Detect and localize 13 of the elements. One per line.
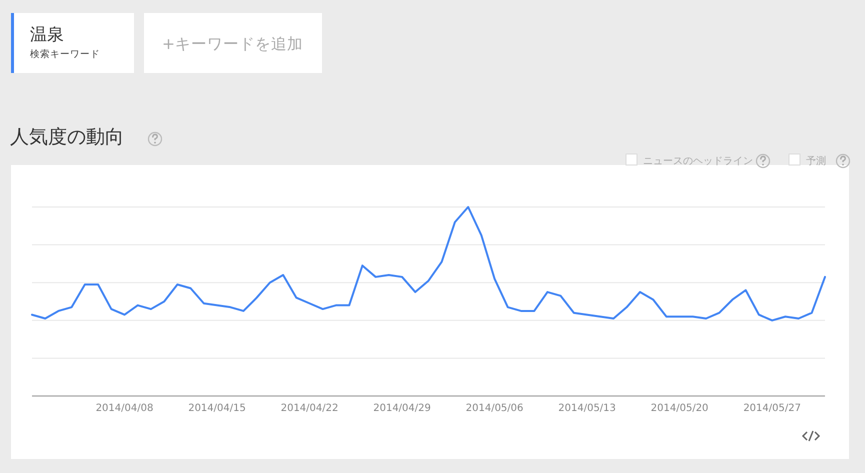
x-tick-label: 2014/04/22: [280, 403, 338, 414]
x-tick-label: 2014/04/15: [188, 403, 246, 414]
text: +キーワードを追加: [162, 35, 303, 53]
chart-title: 人気度の動向: [10, 126, 124, 148]
text: 予測: [806, 155, 826, 167]
x-tick-label: 2014/05/06: [466, 403, 524, 414]
x-tick-label: 2014/04/29: [373, 403, 431, 414]
x-tick-label: 2014/05/27: [743, 403, 801, 414]
x-tick-label: 2014/05/13: [558, 403, 616, 414]
x-tick-label: 2014/04/08: [96, 403, 154, 414]
text: 検索キーワード: [30, 48, 100, 60]
text: ニュースのヘッドライン: [643, 156, 753, 167]
x-tick-label: 2014/05/20: [650, 403, 708, 414]
